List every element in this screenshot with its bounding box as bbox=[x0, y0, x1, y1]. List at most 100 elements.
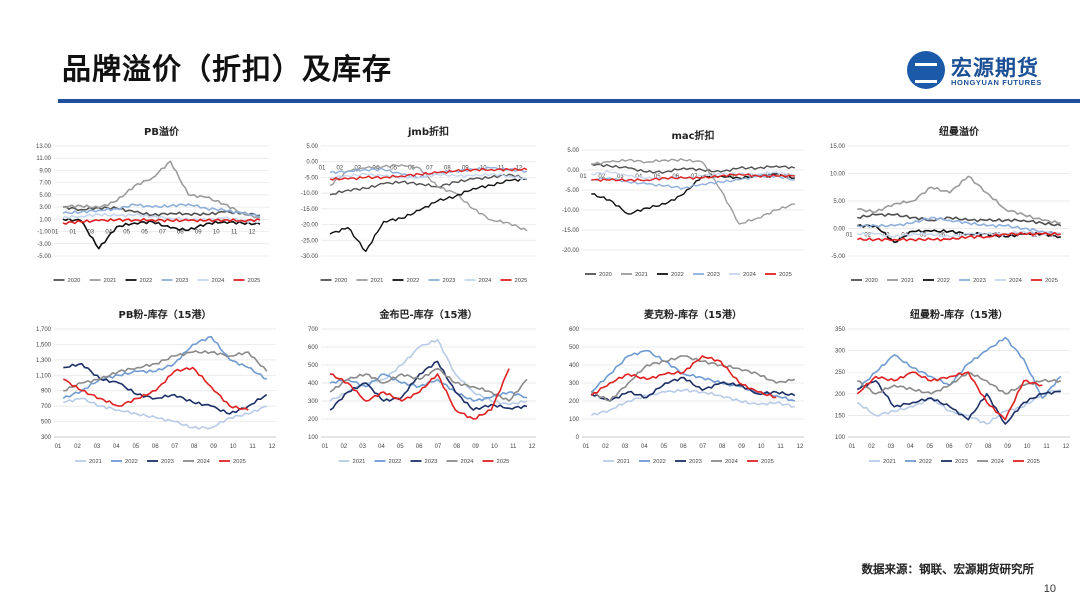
y-tick-label: 5.00 bbox=[39, 193, 51, 199]
series-line-2025 bbox=[329, 368, 510, 420]
series-line-2023 bbox=[329, 360, 528, 411]
chart-title: 麦克粉-库存（15港） bbox=[644, 308, 742, 321]
y-tick-label: 200 bbox=[569, 399, 580, 405]
x-tick-label: 03 bbox=[888, 444, 895, 450]
y-tick-label: -5.00 bbox=[37, 254, 51, 260]
x-tick-label: 08 bbox=[985, 444, 992, 450]
legend-label: 2025 bbox=[233, 459, 246, 465]
y-tick-label: 600 bbox=[308, 345, 319, 351]
legend-label: 2024 bbox=[197, 459, 211, 465]
y-tick-label: -5.00 bbox=[304, 175, 318, 181]
x-tick-label: 11 bbox=[1031, 233, 1038, 239]
x-tick-label: 03 bbox=[354, 166, 361, 172]
legend-label: 2020 bbox=[599, 272, 612, 278]
x-tick-label: 05 bbox=[397, 444, 404, 450]
series-line-2021 bbox=[591, 158, 795, 225]
chart-title: 金布巴-库存（15港） bbox=[378, 308, 477, 321]
y-tick-label: -15.00 bbox=[301, 207, 319, 213]
x-tick-label: 11 bbox=[1043, 444, 1050, 450]
chart-newman-inventory: 纽曼粉-库存（15港） 350 300 250 200 150 100 01 02 03 04 05 0… bbox=[814, 305, 1076, 473]
series-line-2021 bbox=[856, 388, 1062, 425]
chart-title: 纽曼粉-库存（15港） bbox=[910, 308, 1008, 321]
y-tick-label: 200 bbox=[308, 417, 319, 423]
legend-label: 2021 bbox=[104, 278, 117, 284]
x-tick-label: 02 bbox=[74, 444, 81, 450]
legend-label: 2021 bbox=[89, 459, 102, 465]
chart-jimblebar-inventory: 金布巴-库存（15港） 700 600 500 400 300 200 100 01 02 03 04… bbox=[287, 305, 542, 473]
x-tick-label: 12 bbox=[516, 166, 523, 172]
x-tick-label: 02 bbox=[864, 233, 871, 239]
y-tick-label: 100 bbox=[569, 417, 580, 423]
chart-svg: jmb折扣 5.00 0.00 -5.00 -10.00 -15.00 -20.00 -25.… bbox=[301, 125, 536, 284]
legend-label: 2023 bbox=[955, 459, 968, 465]
x-tick-label: 03 bbox=[359, 444, 366, 450]
x-tick-label: 05 bbox=[920, 233, 927, 239]
y-tick-label: 3.00 bbox=[39, 205, 51, 211]
legend-label: 2024 bbox=[743, 272, 757, 278]
x-tick-label: 03 bbox=[94, 444, 101, 450]
x-tick-label: 02 bbox=[598, 174, 605, 180]
page-title: 品牌溢价（折扣）及库存 bbox=[62, 52, 393, 86]
x-tick-label: 04 bbox=[378, 444, 385, 450]
series-line-2020 bbox=[591, 163, 796, 174]
x-tick-label: 05 bbox=[123, 229, 130, 235]
legend-label: 2021 bbox=[617, 459, 630, 465]
legend-label: 2020 bbox=[335, 278, 348, 284]
legend-label: 2025 bbox=[497, 459, 510, 465]
y-tick-label: -5.00 bbox=[565, 188, 579, 194]
x-tick-label: 05 bbox=[660, 444, 667, 450]
y-tick-label: 200 bbox=[835, 392, 846, 398]
series-line-2022 bbox=[62, 217, 261, 250]
y-tick-label: 350 bbox=[835, 327, 846, 333]
x-tick-label: 01 bbox=[580, 174, 587, 180]
page-number: 10 bbox=[1043, 583, 1056, 595]
series-line-2023 bbox=[62, 203, 261, 218]
y-tick-label: 1,700 bbox=[36, 327, 52, 333]
series-line-2025 bbox=[856, 371, 1043, 421]
x-tick-label: 10 bbox=[758, 444, 765, 450]
x-tick-label: 05 bbox=[390, 166, 397, 172]
series-line-2025 bbox=[329, 167, 528, 181]
y-tick-label: 500 bbox=[569, 345, 580, 351]
x-tick-label: 01 bbox=[583, 444, 590, 450]
y-tick-label: 500 bbox=[41, 420, 52, 426]
series-line-2021 bbox=[63, 397, 267, 430]
x-tick-label: 05 bbox=[141, 229, 148, 235]
x-tick-label: 09 bbox=[738, 444, 745, 450]
y-tick-label: -10.00 bbox=[562, 208, 580, 214]
y-tick-label: 1,500 bbox=[36, 342, 52, 348]
series-line-2024 bbox=[857, 371, 1062, 395]
y-tick-label: 0 bbox=[576, 435, 580, 441]
title-underline bbox=[58, 99, 1080, 103]
x-tick-label: 12 bbox=[529, 444, 536, 450]
x-tick-label: 09 bbox=[462, 166, 469, 172]
y-tick-label: 900 bbox=[41, 389, 52, 395]
y-tick-label: 300 bbox=[41, 435, 52, 441]
x-tick-label: 12 bbox=[1063, 444, 1070, 450]
legend-label: 2025 bbox=[1045, 278, 1058, 284]
y-tick-label: 250 bbox=[835, 370, 846, 376]
x-tick-label: 08 bbox=[453, 444, 460, 450]
data-source-note: 数据来源：钢联、宏源期货研究所 bbox=[861, 562, 1035, 576]
series-line-2023 bbox=[63, 362, 268, 415]
y-tick-label: 9.00 bbox=[39, 168, 51, 174]
x-tick-label: 06 bbox=[408, 166, 415, 172]
logo-mark-icon bbox=[907, 51, 945, 89]
x-tick-label: 12 bbox=[249, 229, 256, 235]
y-tick-label: 13.00 bbox=[36, 144, 52, 150]
y-tick-label: 150 bbox=[835, 413, 846, 419]
legend-label: 2022 bbox=[937, 278, 950, 284]
x-tick-label: 08 bbox=[444, 166, 451, 172]
x-tick-label: 09 bbox=[1004, 444, 1011, 450]
x-tick-label: 06 bbox=[416, 444, 423, 450]
x-tick-label: 02 bbox=[602, 444, 609, 450]
y-tick-label: 300 bbox=[308, 399, 319, 405]
chart-title: PB溢价 bbox=[144, 125, 180, 138]
series-line-2023 bbox=[590, 376, 796, 402]
legend-label: 2022 bbox=[125, 459, 138, 465]
legend-label: 2024 bbox=[991, 459, 1005, 465]
legend-label: 2024 bbox=[212, 278, 226, 284]
x-tick-label: 07 bbox=[435, 444, 442, 450]
y-tick-label: 100 bbox=[308, 435, 319, 441]
